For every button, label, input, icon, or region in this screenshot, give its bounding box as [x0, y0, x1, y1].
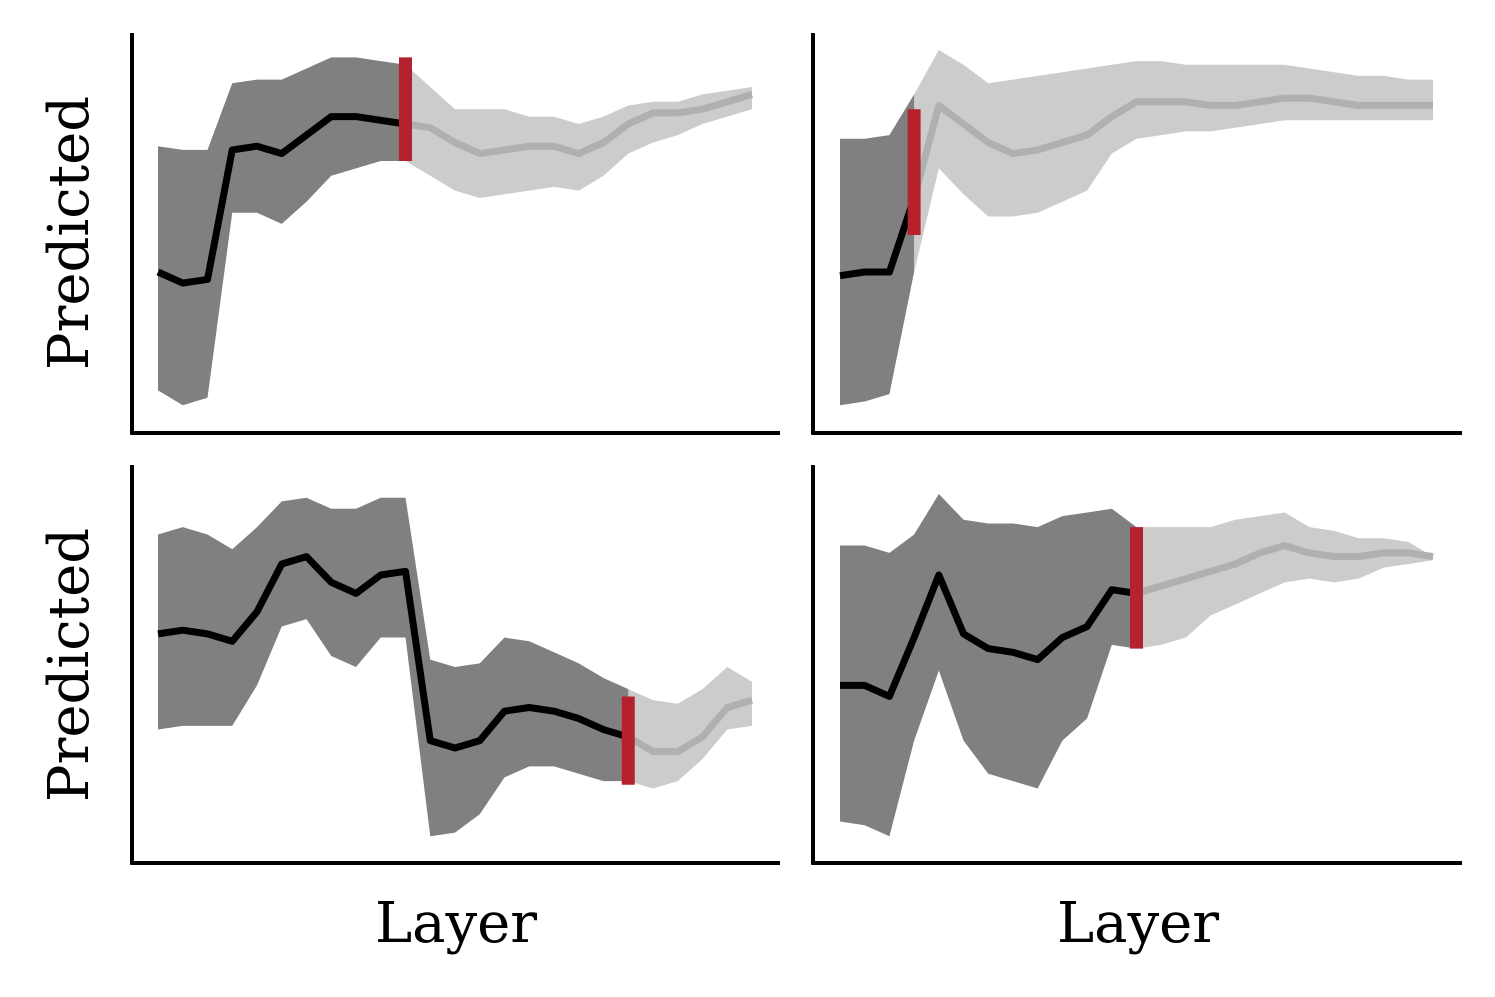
mean-line-before-cutoff	[156, 113, 407, 287]
mean-line-before-cutoff	[840, 571, 1138, 700]
mean-line-after-cutoff	[910, 94, 1433, 199]
ylabel-top: Predicted	[37, 96, 102, 370]
mean-line-after-cutoff	[626, 696, 753, 756]
mean-line-after-cutoff	[1135, 542, 1434, 597]
band-after-cutoff	[405, 64, 752, 198]
panel-top-right	[811, 33, 1462, 435]
ylabel-bottom: Predicted	[37, 528, 102, 802]
panel-bottom-left	[130, 465, 780, 865]
band-before-cutoff	[158, 57, 406, 406]
band-after-cutoff	[1136, 512, 1433, 649]
mean-line-before-cutoff	[157, 553, 630, 752]
panel-top-left	[130, 33, 780, 435]
mean-line-before-cutoff	[839, 196, 918, 280]
panels	[130, 33, 1462, 865]
panel-bottom-right	[811, 465, 1462, 865]
band-before-cutoff	[840, 94, 915, 406]
xlabel-right: Layer	[1057, 891, 1219, 956]
xlabel-left: Layer	[375, 891, 537, 956]
band-before-cutoff	[840, 494, 1137, 837]
band-after-cutoff	[628, 667, 752, 789]
band-after-cutoff	[914, 50, 1433, 272]
band-before-cutoff	[158, 497, 629, 837]
mean-line-after-cutoff	[404, 91, 754, 158]
